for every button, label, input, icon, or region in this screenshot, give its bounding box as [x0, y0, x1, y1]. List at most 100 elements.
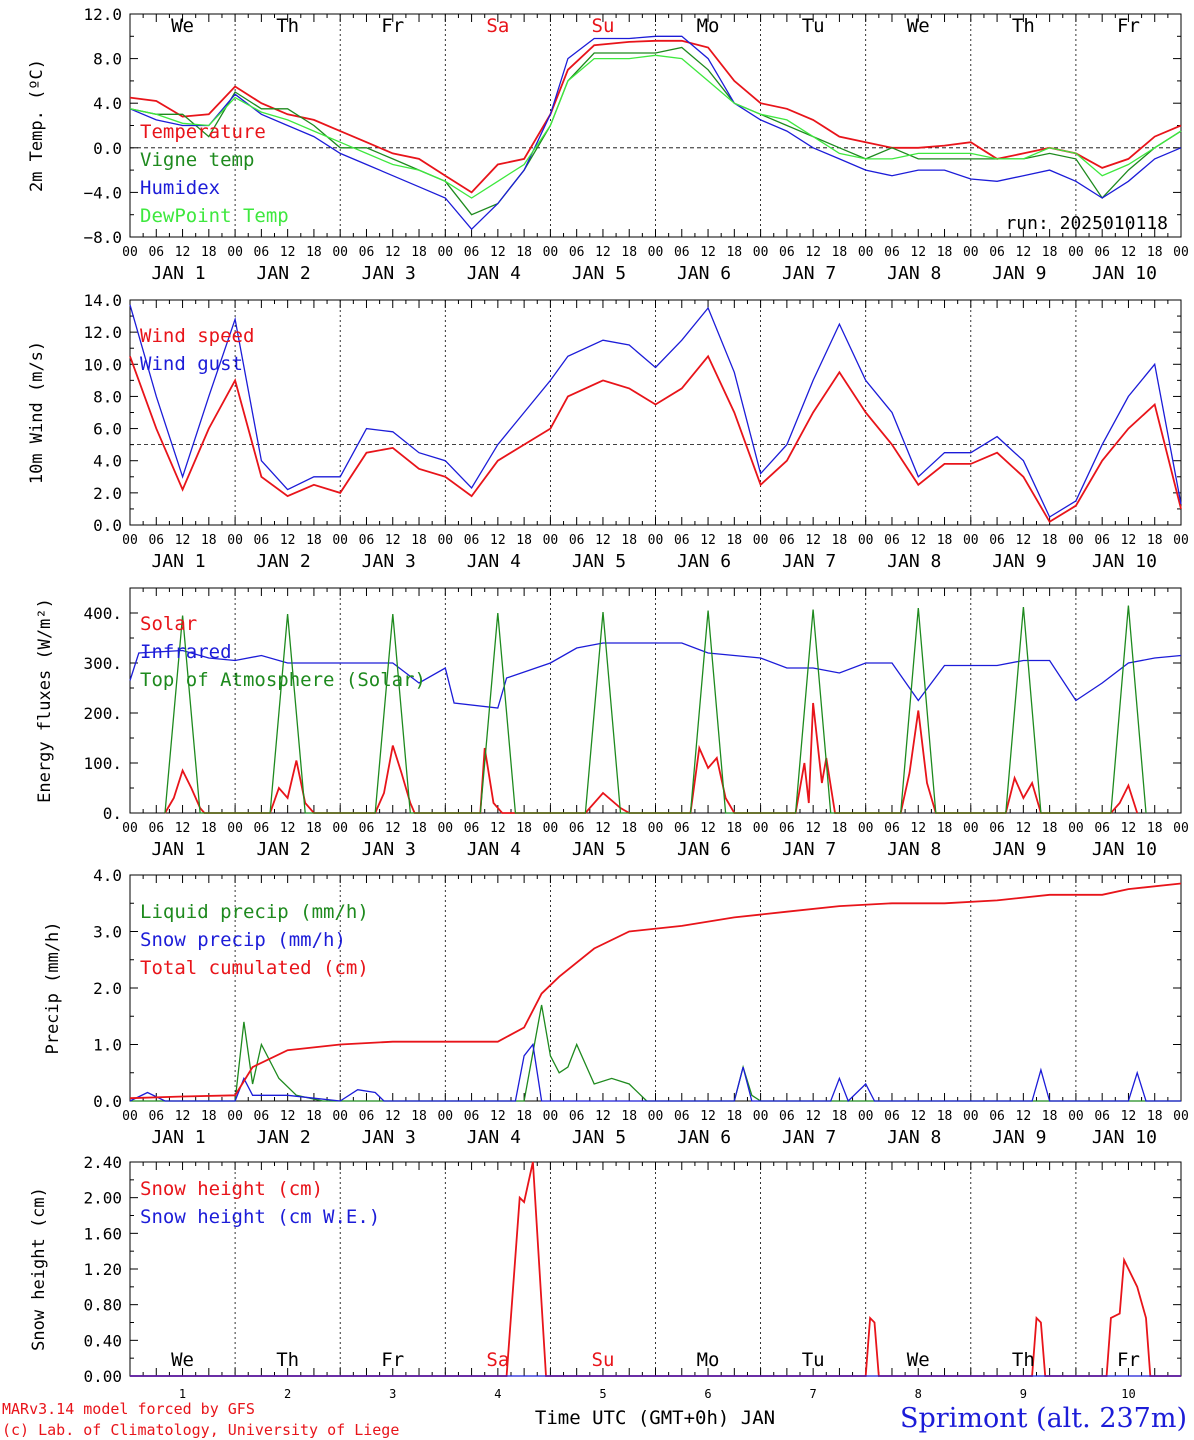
hour-tick-label: 12 [1016, 1109, 1032, 1124]
hour-tick-label: 18 [726, 533, 742, 548]
y-tick-label: 0.0 [93, 139, 122, 158]
hour-tick-label: 12 [700, 821, 716, 836]
y-tick-label: 12.0 [83, 5, 122, 24]
run-annotation: run: 2025010118 [1005, 213, 1168, 234]
series-line-snow-height-cm- [130, 1161, 1181, 1377]
hour-tick-label: 00 [227, 533, 243, 548]
hour-tick-label: 00 [963, 821, 979, 836]
hour-tick-label: 18 [1147, 1109, 1163, 1124]
hour-tick-label: 06 [359, 1109, 375, 1124]
hour-tick-label: 18 [306, 533, 322, 548]
hour-tick-label: 00 [227, 821, 243, 836]
hour-tick-label: 00 [858, 533, 874, 548]
hour-tick-label: 18 [516, 1109, 532, 1124]
date-label: JAN 6 [677, 1127, 731, 1148]
y-tick-label: 8.0 [93, 387, 122, 406]
hour-tick-label: 00 [122, 1109, 138, 1124]
hour-tick-label: 18 [832, 245, 848, 260]
hour-tick-label: 00 [437, 533, 453, 548]
hour-tick-label: 00 [227, 245, 243, 260]
legend-entry: Snow height (cm) [140, 1178, 323, 1200]
hour-tick-label: 18 [621, 533, 637, 548]
legend-entry: Wind gust [140, 353, 243, 375]
series-line-temperature [129, 39, 1182, 194]
hour-tick-label: 06 [148, 821, 164, 836]
y-tick-label: 0.0 [93, 1092, 122, 1111]
weekday-label: Su [592, 15, 615, 37]
series-line-wind-speed [129, 354, 1182, 524]
hour-tick-label: 12 [700, 533, 716, 548]
hour-tick-label: 00 [437, 821, 453, 836]
hour-tick-label: 06 [359, 821, 375, 836]
date-label: JAN 6 [677, 551, 731, 572]
legend-entry: Liquid precip (mm/h) [140, 901, 369, 923]
legend-entry: Humidex [140, 177, 220, 199]
y-axis-label: Snow height (cm) [29, 1187, 49, 1351]
date-label: JAN 4 [467, 1127, 521, 1148]
date-label: JAN 5 [572, 551, 626, 572]
weekday-label: Fr [381, 15, 404, 37]
hour-tick-label: 12 [805, 533, 821, 548]
weekday-label: We [907, 1349, 930, 1371]
hour-tick-label: 12 [910, 533, 926, 548]
hour-tick-label: 06 [1094, 245, 1110, 260]
hour-tick-label: 06 [148, 533, 164, 548]
date-label: JAN 1 [151, 551, 205, 572]
hour-tick-label: 06 [779, 821, 795, 836]
hour-tick-label: 12 [1016, 533, 1032, 548]
hour-tick-label: 12 [490, 245, 506, 260]
hour-tick-label: 00 [332, 821, 348, 836]
hour-tick-label: 18 [1042, 533, 1058, 548]
day-number-label: 4 [494, 1387, 501, 1401]
hour-tick-label: 06 [674, 821, 690, 836]
hour-tick-label: 18 [411, 533, 427, 548]
hour-tick-label: 00 [753, 533, 769, 548]
day-number-label: 10 [1121, 1387, 1135, 1401]
y-tick-label: 0.40 [83, 1331, 122, 1350]
hour-tick-label: 18 [937, 1109, 953, 1124]
hour-tick-label: 18 [201, 533, 217, 548]
date-label: JAN 1 [151, 1127, 205, 1148]
hour-tick-label: 18 [1147, 533, 1163, 548]
hour-tick-label: 12 [1121, 245, 1137, 260]
hour-tick-label: 18 [411, 821, 427, 836]
lab-credit: (c) Lab. of Climatology, University of L… [2, 1421, 399, 1439]
hour-tick-label: 06 [464, 533, 480, 548]
hour-tick-label: 12 [805, 245, 821, 260]
y-axis-label: 10m Wind (m/s) [27, 341, 47, 484]
hour-tick-label: 12 [805, 1109, 821, 1124]
hour-tick-label: 12 [385, 533, 401, 548]
hour-tick-label: 18 [621, 1109, 637, 1124]
hour-tick-label: 12 [280, 245, 296, 260]
hour-tick-label: 18 [832, 533, 848, 548]
hour-tick-label: 00 [858, 1109, 874, 1124]
hour-tick-label: 06 [254, 821, 270, 836]
y-tick-label: 400. [83, 604, 122, 623]
date-label: JAN 3 [362, 551, 416, 572]
hour-tick-label: 06 [148, 1109, 164, 1124]
y-tick-label: 0.80 [83, 1296, 122, 1315]
hour-tick-label: 00 [437, 245, 453, 260]
hour-tick-label: 12 [595, 1109, 611, 1124]
y-tick-label: 0. [103, 804, 122, 823]
date-label: JAN 9 [992, 551, 1046, 572]
weekday-label: Sa [486, 1349, 509, 1371]
date-label: JAN 1 [151, 839, 205, 860]
y-tick-label: 1.0 [93, 1036, 122, 1055]
day-number-label: 2 [284, 1387, 291, 1401]
hour-tick-label: 12 [280, 1109, 296, 1124]
date-label: JAN 8 [887, 1127, 941, 1148]
hour-tick-label: 00 [1173, 1109, 1189, 1124]
date-label: JAN 4 [467, 839, 521, 860]
hour-tick-label: 06 [464, 821, 480, 836]
hour-tick-label: 12 [175, 1109, 191, 1124]
hour-tick-label: 00 [332, 245, 348, 260]
legend-entry: Wind speed [140, 325, 254, 347]
hour-tick-label: 00 [753, 245, 769, 260]
date-label: JAN 9 [992, 263, 1046, 284]
y-tick-label: 1.60 [83, 1224, 122, 1243]
date-label: JAN 10 [1092, 263, 1157, 284]
y-tick-label: 4.0 [93, 866, 122, 885]
hour-tick-label: 00 [858, 821, 874, 836]
hour-tick-label: 18 [411, 245, 427, 260]
